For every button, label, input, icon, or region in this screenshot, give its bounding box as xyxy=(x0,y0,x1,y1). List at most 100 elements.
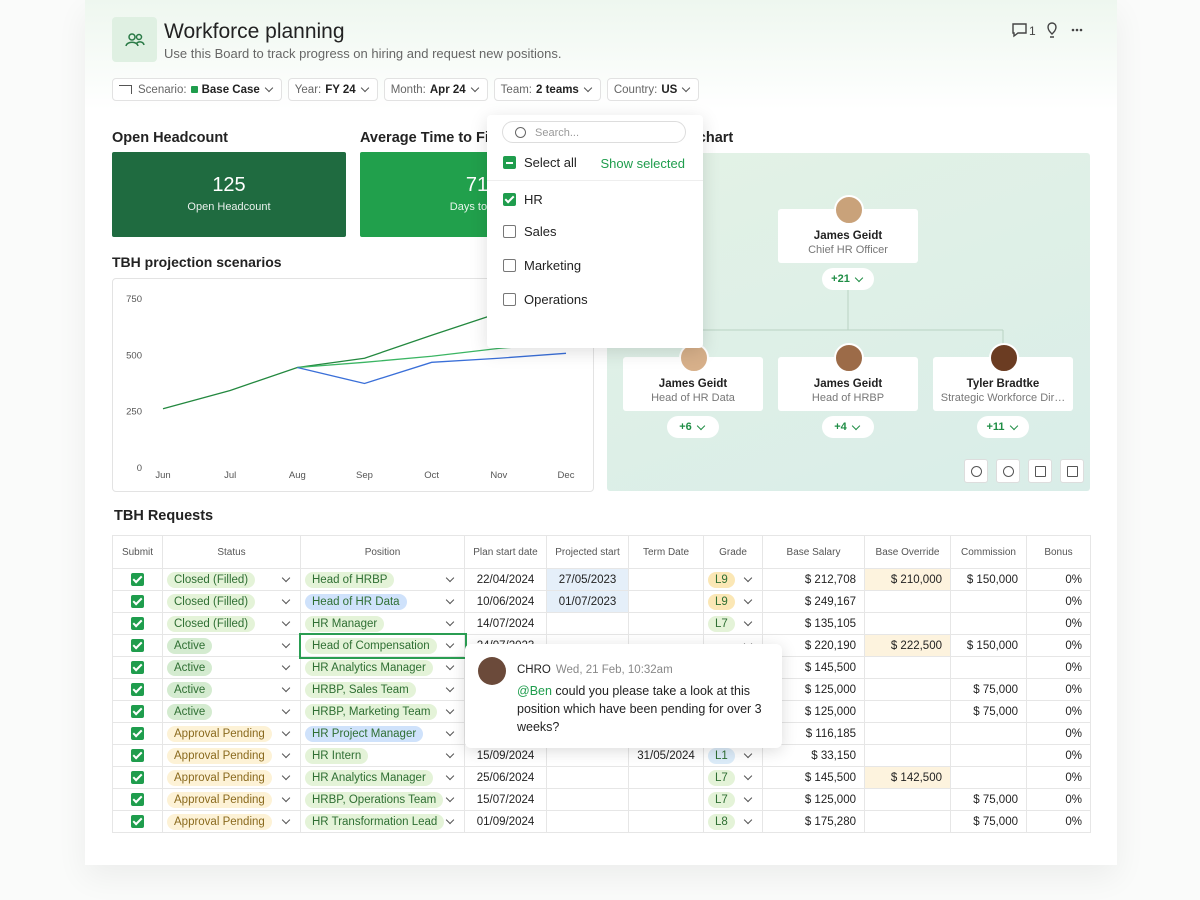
series-line xyxy=(297,352,567,385)
expand-pill[interactable]: +4 xyxy=(822,416,874,438)
dropdown-chevron[interactable] xyxy=(445,705,455,715)
dropdown-chevron[interactable] xyxy=(281,727,291,737)
dropdown-chevron[interactable] xyxy=(445,683,455,693)
cell: HR Intern xyxy=(300,744,465,767)
table-row: Approval Pending HR Analytics Manager 25/0… xyxy=(112,766,1091,789)
cell xyxy=(628,568,704,591)
cell: 0% xyxy=(1026,744,1091,767)
zoom-button[interactable] xyxy=(964,459,988,483)
submit-checkbox[interactable] xyxy=(131,573,144,586)
dropdown-chevron[interactable] xyxy=(445,727,455,737)
connector xyxy=(692,288,1004,353)
select-all[interactable]: Select all xyxy=(503,155,577,170)
filter-chip[interactable]: Year: FY 24 xyxy=(287,78,378,101)
cell xyxy=(112,722,163,745)
dropdown-chevron[interactable] xyxy=(743,617,753,627)
table-row: Approval Pending HR Intern 15/09/2024 31/05… xyxy=(112,744,1091,767)
dropdown-chevron[interactable] xyxy=(281,617,291,627)
dropdown-chevron[interactable] xyxy=(445,595,455,605)
grade-chip: L8 xyxy=(708,813,735,830)
dropdown-chevron[interactable] xyxy=(445,573,455,583)
cell: Approval Pending xyxy=(162,744,301,767)
search-box[interactable]: Search... xyxy=(502,121,686,143)
submit-checkbox[interactable] xyxy=(131,661,144,674)
dropdown-chevron[interactable] xyxy=(743,595,753,605)
cell xyxy=(950,722,1027,745)
comment-author: CHRO xyxy=(517,664,551,676)
dropdown-chevron[interactable] xyxy=(445,617,455,627)
dropdown-chevron[interactable] xyxy=(743,815,753,825)
avatar xyxy=(989,343,1019,373)
dropdown-chevron[interactable] xyxy=(281,771,291,781)
expand-pill[interactable]: +6 xyxy=(667,416,719,438)
zoom-button[interactable] xyxy=(996,459,1020,483)
dropdown-chevron[interactable] xyxy=(281,815,291,825)
expand-pill[interactable]: +11 xyxy=(977,416,1029,438)
board-icon xyxy=(112,17,157,62)
dropdown-chevron[interactable] xyxy=(281,683,291,693)
dropdown-chevron[interactable] xyxy=(445,639,455,649)
icon xyxy=(1003,466,1014,477)
dropdown-chevron[interactable] xyxy=(743,573,753,583)
filter-chip[interactable]: Team: 2 teams xyxy=(493,78,601,101)
team-option[interactable]: Marketing xyxy=(503,258,581,273)
dropdown-chevron[interactable] xyxy=(281,595,291,605)
submit-checkbox[interactable] xyxy=(131,617,144,630)
team-option[interactable]: HR xyxy=(503,192,543,207)
zoom-button[interactable] xyxy=(1028,459,1052,483)
divider xyxy=(487,180,703,181)
cell xyxy=(628,810,704,833)
submit-checkbox[interactable] xyxy=(131,595,144,608)
table-row: Approval Pending HR Transformation Lead 01… xyxy=(112,810,1091,833)
dropdown-chevron[interactable] xyxy=(281,573,291,583)
submit-checkbox[interactable] xyxy=(131,749,144,762)
org-card[interactable]: Tyler Bradtke Strategic Workforce Dir… xyxy=(933,357,1073,411)
filter-chip[interactable]: Country: US xyxy=(606,78,700,101)
kpi-value: 71 xyxy=(465,174,489,196)
x-tick-label: Nov xyxy=(490,470,507,481)
dropdown-chevron[interactable] xyxy=(445,793,455,803)
dropdown-chevron[interactable] xyxy=(281,639,291,649)
grade-chip: L7 xyxy=(708,615,735,632)
dropdown-chevron[interactable] xyxy=(743,771,753,781)
show-selected[interactable]: Show selected xyxy=(600,156,685,171)
status-chip: Active xyxy=(167,659,213,676)
cell: 0% xyxy=(1026,788,1091,811)
dropdown-chevron[interactable] xyxy=(445,771,455,781)
dropdown-chevron[interactable] xyxy=(281,705,291,715)
cell: L8 xyxy=(703,810,763,833)
cell: Head of HR Data xyxy=(300,590,465,613)
cell xyxy=(864,810,951,833)
submit-checkbox[interactable] xyxy=(131,771,144,784)
filter-chip[interactable]: Month: Apr 24 xyxy=(383,78,488,101)
zoom-button[interactable] xyxy=(1060,459,1084,483)
dropdown-chevron[interactable] xyxy=(445,749,455,759)
dropdown-chevron[interactable] xyxy=(445,815,455,825)
toolbar-icons[interactable] xyxy=(1010,20,1090,42)
dropdown-chevron[interactable] xyxy=(281,661,291,671)
team-option[interactable]: Sales xyxy=(503,224,557,239)
team-option[interactable]: Operations xyxy=(503,292,588,307)
grade-chip: L7 xyxy=(708,791,735,808)
kpi-caption: Open Headcount xyxy=(187,201,271,213)
dropdown-chevron[interactable] xyxy=(445,661,455,671)
submit-checkbox[interactable] xyxy=(131,815,144,828)
filter-chip[interactable]: Scenario: Base Case xyxy=(112,78,282,101)
person-name: James Geidt xyxy=(813,230,883,242)
status-chip: Active xyxy=(167,703,213,720)
cell: HRBP, Marketing Team xyxy=(300,700,465,723)
submit-checkbox[interactable] xyxy=(131,639,144,652)
dropdown-chevron[interactable] xyxy=(281,793,291,803)
dropdown-chevron[interactable] xyxy=(281,749,291,759)
dropdown-chevron[interactable] xyxy=(743,749,753,759)
dropdown-chevron[interactable] xyxy=(743,793,753,803)
submit-checkbox[interactable] xyxy=(131,793,144,806)
submit-checkbox[interactable] xyxy=(131,705,144,718)
expand-pill[interactable]: +21 xyxy=(822,268,874,290)
cell: Active xyxy=(162,700,301,723)
submit-checkbox[interactable] xyxy=(131,727,144,740)
submit-checkbox[interactable] xyxy=(131,683,144,696)
status-chip: Approval Pending xyxy=(167,813,272,830)
cell: $ 150,000 xyxy=(950,634,1027,657)
